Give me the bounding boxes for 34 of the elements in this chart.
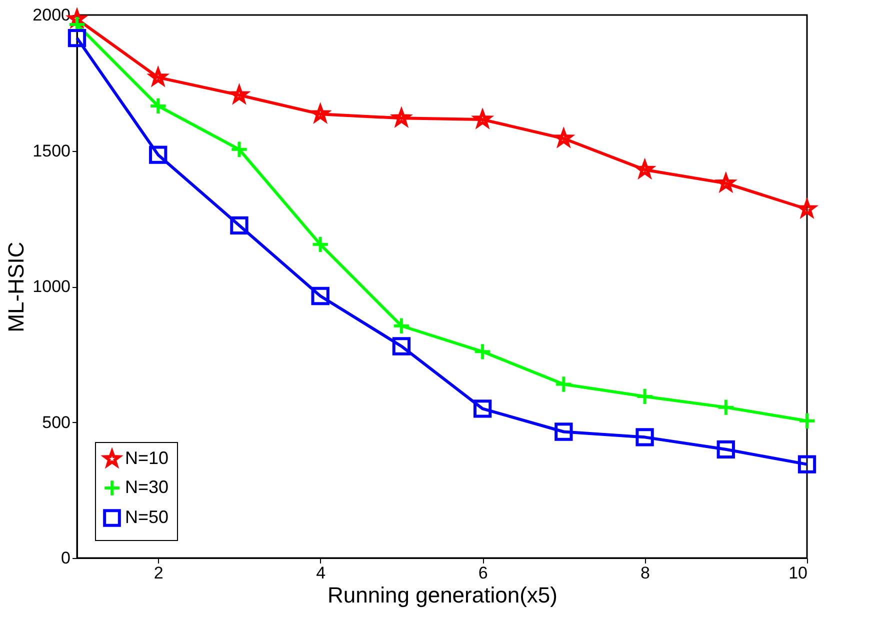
x-axis-title: Running generation(x5) — [328, 582, 558, 608]
legend-label: N=30 — [125, 477, 169, 497]
point — [311, 286, 330, 306]
x-tick-label: 6 — [478, 564, 488, 582]
y-tick-label: 1500 — [32, 141, 70, 160]
point — [149, 146, 168, 164]
x-tick-label: 10 — [788, 564, 808, 582]
point — [636, 387, 654, 406]
y-tick-label: 2000 — [32, 6, 70, 24]
point — [716, 440, 735, 458]
point — [554, 422, 573, 441]
point — [230, 216, 248, 234]
point — [230, 140, 248, 158]
point — [473, 342, 492, 361]
point — [716, 398, 735, 416]
point — [392, 316, 411, 335]
point — [798, 412, 816, 430]
point — [636, 428, 654, 446]
y-tick-label: 1000 — [32, 277, 70, 296]
point — [68, 28, 86, 48]
x-tick-label: 2 — [154, 564, 164, 582]
point — [392, 337, 411, 356]
y-tick-label: 500 — [42, 412, 70, 432]
legend-label: N=50 — [125, 507, 169, 527]
x-tick-label: 4 — [316, 564, 326, 582]
point — [798, 455, 816, 474]
legend-label: N=10 — [125, 448, 169, 468]
y-tick-label: 0 — [61, 548, 70, 568]
x-tick-label: 8 — [640, 564, 650, 582]
point — [473, 400, 492, 418]
point — [311, 235, 330, 254]
point — [554, 375, 573, 394]
point — [149, 96, 168, 116]
y-axis-title: ML-HSIC — [4, 242, 29, 332]
